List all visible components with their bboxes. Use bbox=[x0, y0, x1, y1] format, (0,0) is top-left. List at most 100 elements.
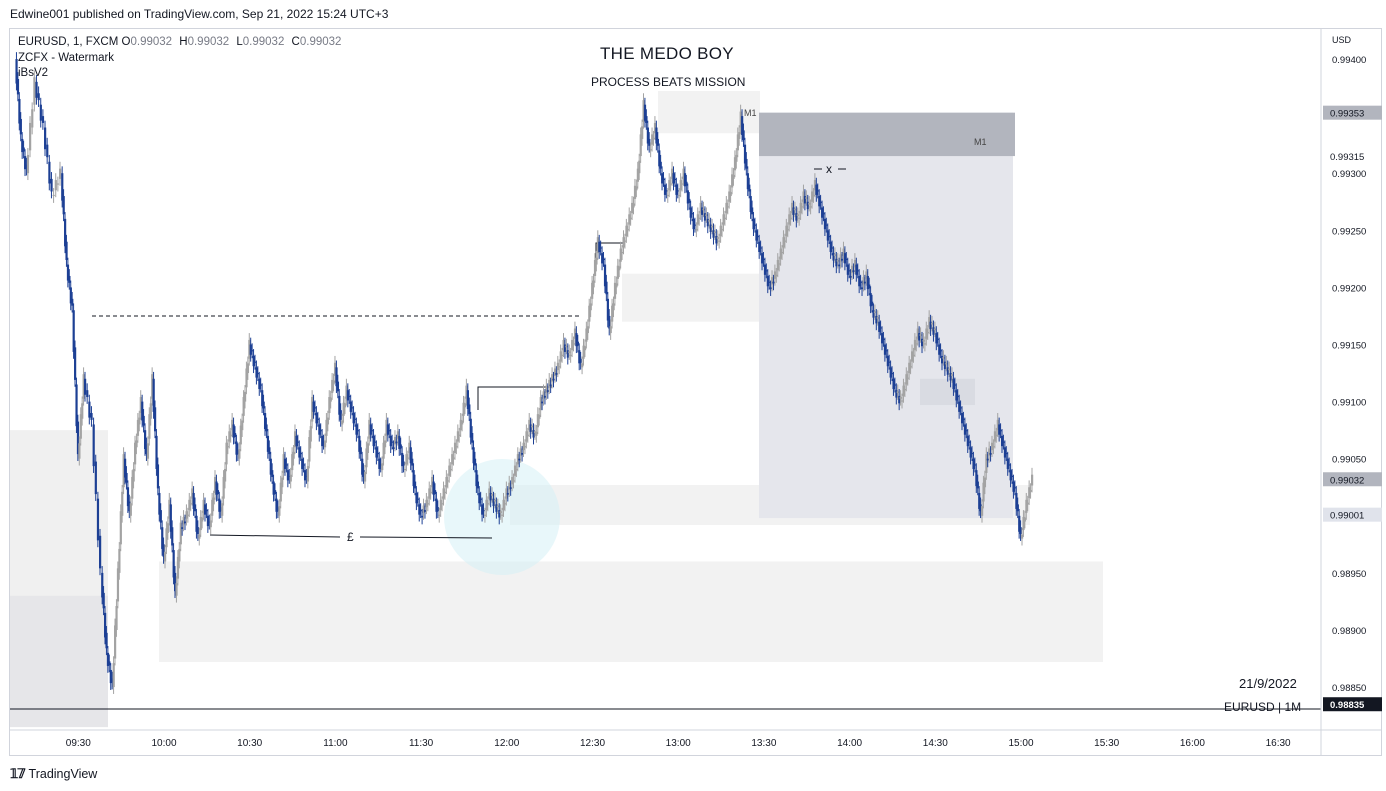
candle-body bbox=[993, 431, 997, 442]
candle-body bbox=[502, 499, 505, 511]
candle-body bbox=[665, 190, 668, 192]
candle-body bbox=[458, 434, 461, 436]
time-tick-label: 10:00 bbox=[151, 738, 176, 749]
candle-body bbox=[558, 366, 561, 368]
indicator-ibsv2[interactable]: iBsV2 bbox=[18, 67, 49, 79]
candle-body bbox=[112, 663, 115, 688]
candle-body bbox=[432, 481, 435, 495]
candle-body bbox=[625, 225, 628, 237]
candle-body bbox=[615, 283, 618, 288]
candle-body bbox=[935, 333, 938, 344]
candle-body bbox=[661, 173, 664, 184]
candle-body bbox=[843, 253, 847, 264]
candle-body bbox=[366, 443, 370, 453]
candle-body bbox=[695, 229, 698, 231]
candle-body bbox=[199, 516, 202, 531]
candle-body bbox=[253, 361, 257, 363]
candle-body bbox=[109, 669, 112, 684]
candle-body bbox=[37, 93, 40, 101]
candle-body bbox=[438, 514, 441, 516]
candle-body bbox=[903, 389, 907, 391]
candle-body bbox=[515, 468, 518, 471]
candle-body bbox=[33, 77, 36, 105]
candle-body bbox=[416, 498, 420, 500]
zone-label-m1-a: M1 bbox=[744, 108, 757, 118]
candle-body bbox=[448, 465, 451, 476]
candle-body bbox=[735, 154, 738, 162]
candle-body bbox=[755, 230, 758, 241]
candle-body bbox=[209, 520, 212, 528]
candle-body bbox=[445, 476, 448, 488]
candle-body bbox=[345, 385, 348, 399]
candle-body bbox=[196, 527, 200, 535]
candle-body bbox=[265, 424, 268, 432]
candle-body bbox=[871, 301, 874, 306]
candle-body bbox=[266, 435, 270, 452]
candle-body bbox=[952, 378, 955, 390]
candle-body bbox=[111, 678, 114, 683]
candle-body bbox=[419, 510, 422, 512]
candle-body bbox=[938, 344, 941, 355]
candle-body bbox=[476, 481, 480, 489]
equal-lows-line-right bbox=[359, 536, 493, 539]
candle-body bbox=[236, 450, 240, 455]
candle-body bbox=[398, 435, 401, 449]
candle-body bbox=[673, 178, 677, 181]
candle-body bbox=[733, 157, 737, 171]
candle-body bbox=[182, 516, 185, 525]
candle-body bbox=[756, 236, 759, 238]
candle-body bbox=[738, 132, 741, 139]
candle-body bbox=[563, 344, 567, 352]
candle-body bbox=[466, 390, 470, 410]
candle-body bbox=[381, 463, 384, 471]
candle-body bbox=[172, 550, 175, 578]
candle-body bbox=[576, 341, 579, 346]
candle-body bbox=[1009, 470, 1012, 481]
candle-body bbox=[52, 194, 55, 197]
candle-body bbox=[919, 334, 922, 336]
candle-body bbox=[655, 127, 658, 144]
candle-body bbox=[932, 327, 935, 335]
candle-body bbox=[251, 350, 254, 352]
candle-body bbox=[832, 253, 835, 261]
candle-body bbox=[599, 247, 602, 249]
candle-body bbox=[591, 282, 594, 299]
candle-body bbox=[339, 410, 342, 420]
candle-body bbox=[618, 266, 621, 271]
candle-body bbox=[851, 265, 854, 274]
candle-body bbox=[942, 357, 945, 359]
candle-body bbox=[855, 264, 858, 275]
candle-body bbox=[778, 263, 781, 265]
candle-body bbox=[512, 480, 515, 482]
candle-body bbox=[136, 419, 140, 436]
candle-body bbox=[361, 458, 364, 475]
candle-body bbox=[805, 197, 808, 199]
open-value: 0.99032 bbox=[130, 36, 173, 48]
candle-body bbox=[741, 116, 744, 135]
candle-body bbox=[586, 326, 589, 334]
symbol-label[interactable]: EURUSD, 1, FXCM bbox=[18, 36, 119, 48]
candle-body bbox=[258, 378, 261, 390]
candle-body bbox=[521, 452, 524, 455]
candle-body bbox=[372, 435, 375, 447]
candle-body bbox=[1003, 447, 1007, 458]
indicator-watermark[interactable]: ZCFX - Watermark bbox=[18, 52, 115, 64]
candle-body bbox=[702, 208, 705, 211]
candle-body bbox=[231, 419, 234, 431]
candle-body bbox=[145, 444, 148, 455]
candle-body bbox=[555, 373, 558, 375]
publish-info: Edwine001 published on TradingView.com, … bbox=[10, 7, 389, 21]
candle-body bbox=[452, 457, 455, 459]
candle-body bbox=[885, 350, 888, 352]
candle-body bbox=[726, 206, 729, 208]
candle-body bbox=[923, 343, 927, 345]
candle-body bbox=[408, 442, 411, 453]
candle-body bbox=[906, 377, 909, 379]
candle-body bbox=[875, 315, 878, 324]
candle-body bbox=[195, 515, 198, 532]
footer-brand[interactable]: 𝟙𝟟 TradingView bbox=[10, 766, 97, 782]
candle-body bbox=[149, 403, 152, 419]
candle-body bbox=[685, 181, 688, 186]
candle-body bbox=[583, 346, 587, 351]
